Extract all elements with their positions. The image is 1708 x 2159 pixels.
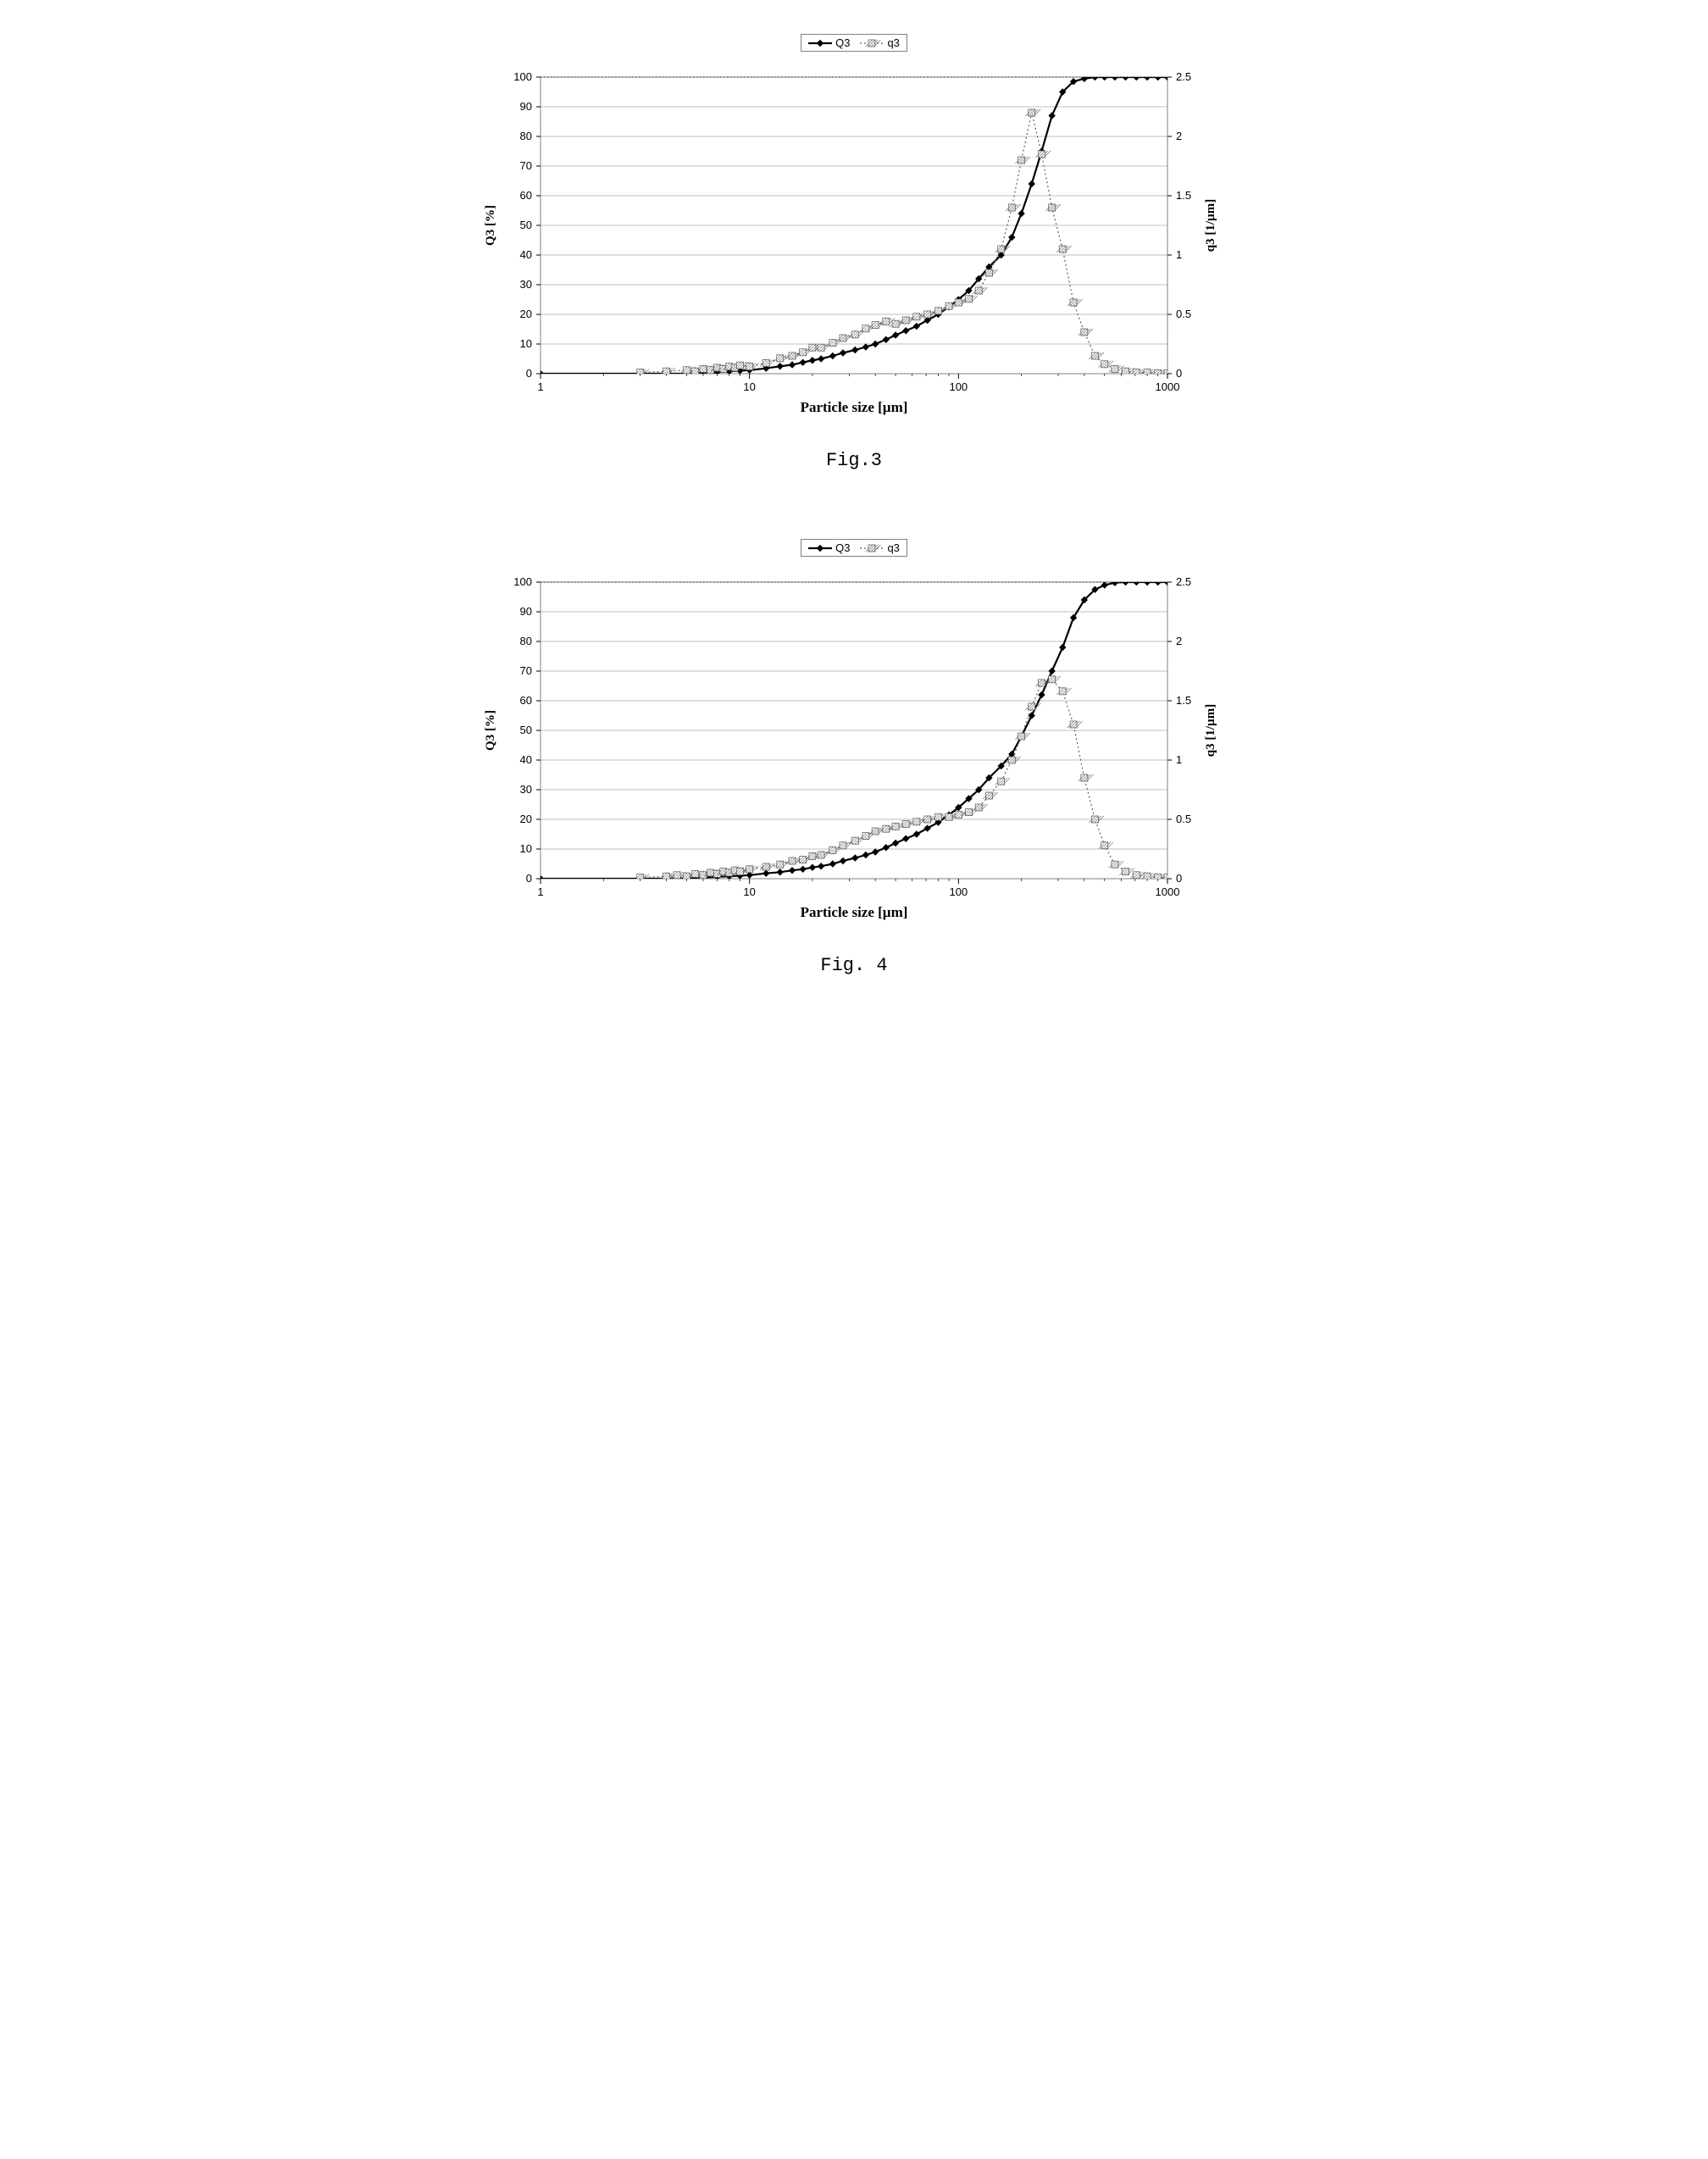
svg-text:60: 60 [520, 694, 532, 707]
svg-text:1.5: 1.5 [1176, 694, 1191, 707]
svg-text:100: 100 [513, 575, 532, 588]
svg-text:50: 50 [520, 219, 532, 231]
svg-text:10: 10 [520, 337, 532, 350]
svg-text:1: 1 [1176, 248, 1182, 261]
svg-text:10: 10 [743, 885, 755, 898]
chart-area: 010203040506070809010000.511.522.5110100… [464, 565, 1244, 930]
svg-text:100: 100 [513, 70, 532, 83]
svg-text:1.5: 1.5 [1176, 189, 1191, 202]
svg-text:30: 30 [520, 278, 532, 291]
svg-text:90: 90 [520, 605, 532, 618]
svg-text:1: 1 [537, 380, 543, 393]
legend-label: Q3 [835, 541, 850, 554]
svg-text:80: 80 [520, 130, 532, 142]
legend-label: q3 [887, 541, 899, 554]
svg-text:2: 2 [1176, 635, 1182, 647]
legend-item-Q3: Q3 [808, 541, 850, 554]
y-left-axis-label: Q3 [%] [484, 710, 497, 751]
legend: Q3 q3 [801, 539, 907, 557]
figure-caption: Fig. 4 [464, 955, 1244, 976]
svg-text:10: 10 [743, 380, 755, 393]
svg-text:10: 10 [520, 842, 532, 855]
legend-label: Q3 [835, 36, 850, 49]
x-axis-label: Particle size [µm] [801, 399, 908, 415]
svg-text:0.5: 0.5 [1176, 813, 1191, 825]
y-right-axis-label: q3 [1/µm] [1204, 199, 1217, 252]
legend-item-Q3: Q3 [808, 36, 850, 49]
svg-text:0: 0 [1176, 872, 1182, 885]
y-left-axis-label: Q3 [%] [484, 205, 497, 246]
fig4-figure: Q3q3010203040506070809010000.511.522.511… [464, 539, 1244, 976]
svg-text:80: 80 [520, 635, 532, 647]
chart-svg: 010203040506070809010000.511.522.5110100… [464, 565, 1244, 930]
svg-text:100: 100 [949, 380, 968, 393]
chart-area: 010203040506070809010000.511.522.5110100… [464, 60, 1244, 425]
svg-text:1000: 1000 [1156, 885, 1180, 898]
chart-svg: 010203040506070809010000.511.522.5110100… [464, 60, 1244, 425]
svg-text:2.5: 2.5 [1176, 575, 1191, 588]
svg-text:20: 20 [520, 813, 532, 825]
svg-text:2.5: 2.5 [1176, 70, 1191, 83]
svg-text:1: 1 [1176, 753, 1182, 766]
svg-text:30: 30 [520, 783, 532, 796]
legend-label: q3 [887, 36, 899, 49]
svg-text:40: 40 [520, 248, 532, 261]
svg-text:1000: 1000 [1156, 380, 1180, 393]
svg-text:2: 2 [1176, 130, 1182, 142]
y-right-axis-label: q3 [1/µm] [1204, 704, 1217, 757]
figure-caption: Fig.3 [464, 450, 1244, 471]
svg-text:60: 60 [520, 189, 532, 202]
svg-text:0: 0 [1176, 367, 1182, 380]
svg-text:1: 1 [537, 885, 543, 898]
svg-text:70: 70 [520, 159, 532, 172]
svg-text:0: 0 [526, 872, 532, 885]
svg-text:0.5: 0.5 [1176, 308, 1191, 320]
legend-item-q3: q3 [860, 36, 899, 49]
legend-item-q3: q3 [860, 541, 899, 554]
x-axis-label: Particle size [µm] [801, 904, 908, 920]
svg-text:0: 0 [526, 367, 532, 380]
svg-text:100: 100 [949, 885, 968, 898]
svg-text:70: 70 [520, 664, 532, 677]
svg-text:40: 40 [520, 753, 532, 766]
fig3-figure: Q3q3010203040506070809010000.511.522.511… [464, 34, 1244, 471]
svg-text:90: 90 [520, 100, 532, 113]
svg-text:50: 50 [520, 724, 532, 736]
legend: Q3 q3 [801, 34, 907, 52]
svg-text:20: 20 [520, 308, 532, 320]
